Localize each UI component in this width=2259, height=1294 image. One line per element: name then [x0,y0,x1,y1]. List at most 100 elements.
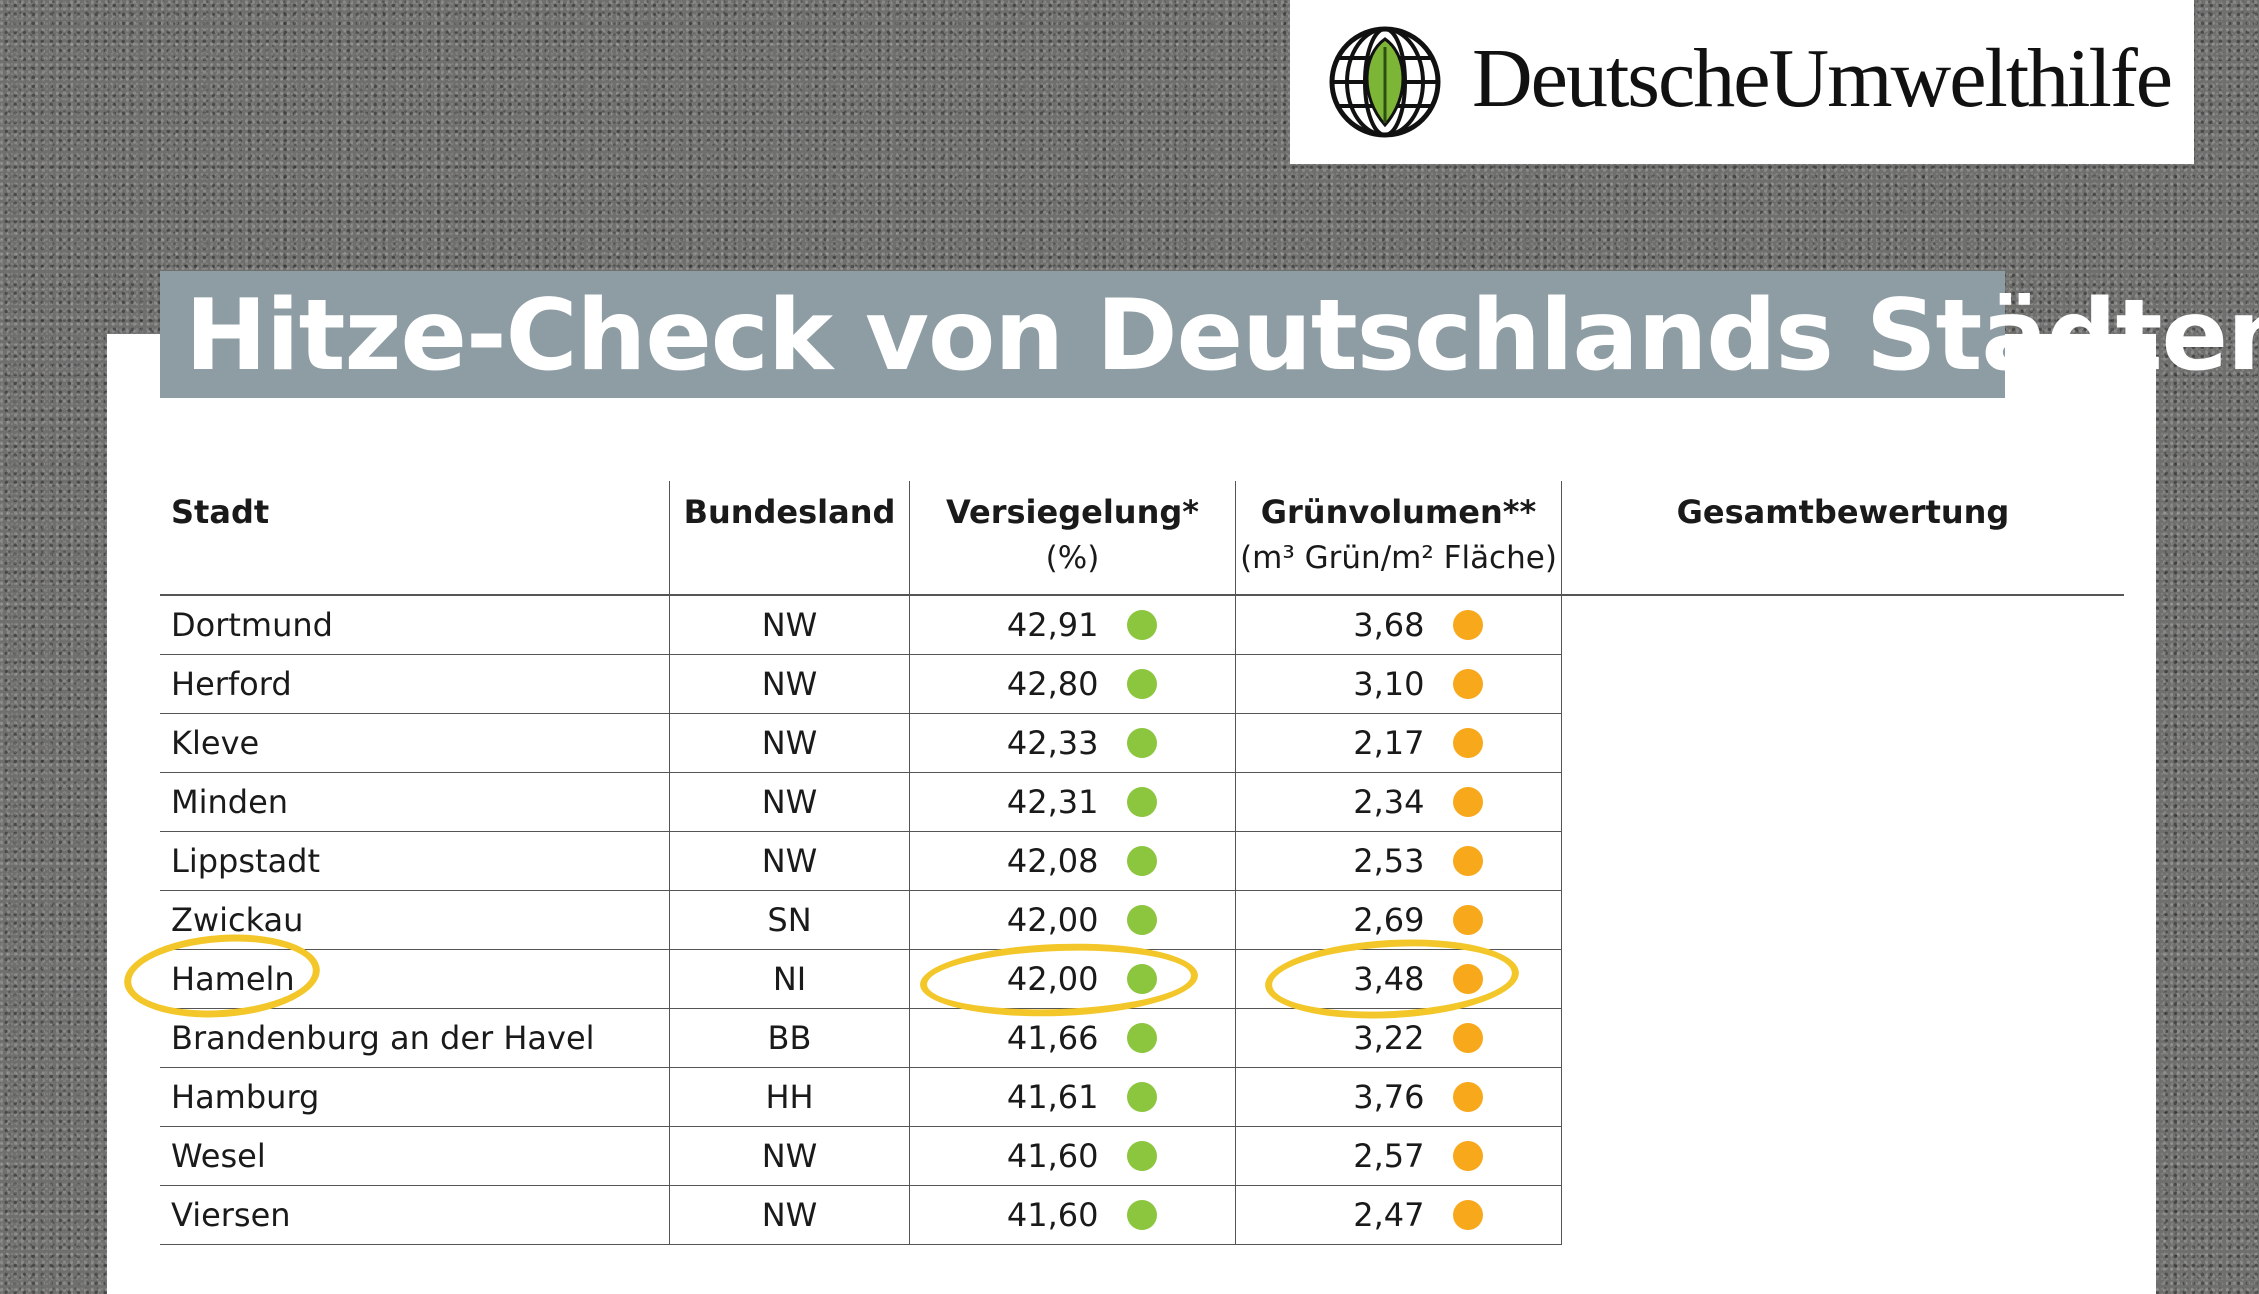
gruenvolumen-value: 3,22 [1353,1019,1425,1057]
versiegelung-value: 41,60 [1006,1137,1099,1175]
cell-stadt: Herford [160,654,670,714]
cell-stadt: Hamburg [160,1067,670,1127]
cell-gruenvolumen: 2,47 [1235,1185,1562,1245]
green-status-dot [1126,1200,1157,1230]
green-status-dot [1126,610,1157,640]
cell-gruenvolumen: 2,17 [1235,713,1562,773]
header-gruenvolumen: Grünvolumen** (m³ Grün/m² Fläche) [1235,481,1562,596]
cell-versiegelung: 42,00 [909,949,1236,1009]
versiegelung-value: 42,91 [1006,606,1099,644]
gruenvolumen-value: 2,57 [1353,1137,1425,1175]
cell-stadt: Hameln [160,949,670,1009]
cell-bundesland: HH [669,1067,910,1127]
cell-versiegelung: 42,31 [909,772,1236,832]
cell-gruenvolumen: 2,57 [1235,1126,1562,1186]
gruenvolumen-value: 2,69 [1353,901,1425,939]
gruenvolumen-value: 2,47 [1353,1196,1425,1234]
header-versiegelung: Versiegelung* (%) [909,481,1236,596]
header-gesamtbewertung: Gesamtbewertung [1561,481,2124,596]
cell-gesamtbewertung [1562,1068,2125,1127]
cell-gruenvolumen: 3,10 [1235,654,1562,714]
gruenvolumen-value: 3,76 [1353,1078,1425,1116]
gruenvolumen-value: 3,10 [1353,665,1425,703]
table-row: Hamburg HH 41,61 3,76 [160,1067,2125,1127]
cell-stadt: Brandenburg an der Havel [160,1008,670,1068]
cell-bundesland: NW [669,713,910,773]
orange-status-dot [1452,846,1483,876]
cell-versiegelung: 41,60 [909,1126,1236,1186]
cell-bundesland: NW [669,772,910,832]
green-status-dot [1126,1082,1157,1112]
cell-gruenvolumen: 2,53 [1235,831,1562,891]
cell-bundesland: NW [669,654,910,714]
title-bar: Hitze-Check von Deutschlands Städten [160,271,2259,398]
orange-status-dot [1452,787,1483,817]
cell-gesamtbewertung [1562,832,2125,891]
heat-check-table: Stadt Bundesland Versiegelung* (%) Grünv… [160,481,2124,1245]
leaf-globe-icon [1329,26,1441,138]
table-row: Hameln NI 42,00 3,48 [160,949,2125,1009]
green-status-dot [1126,905,1157,935]
header-gruenvolumen-unit: (m³ Grün/m² Fläche) [1240,540,1557,576]
versiegelung-value: 41,61 [1006,1078,1099,1116]
cell-versiegelung: 42,80 [909,654,1236,714]
page-title: Hitze-Check von Deutschlands Städten [185,279,2259,393]
cell-gesamtbewertung [1562,595,2125,655]
cell-gruenvolumen: 3,68 [1235,595,1562,655]
cell-bundesland: NW [669,1185,910,1245]
green-status-dot [1126,669,1157,699]
green-status-dot [1126,787,1157,817]
cell-gesamtbewertung [1562,773,2125,832]
table-row: Lippstadt NW 42,08 2,53 [160,831,2125,891]
cell-stadt: Minden [160,772,670,832]
versiegelung-value: 42,00 [1006,960,1099,998]
versiegelung-value: 42,00 [1006,901,1099,939]
cell-gruenvolumen: 2,69 [1235,890,1562,950]
orange-status-dot [1452,610,1483,640]
logo-box: DeutscheUmwelthilfe [1290,0,2194,164]
versiegelung-value: 42,08 [1006,842,1099,880]
cell-stadt: Zwickau [160,890,670,950]
cell-bundesland: BB [669,1008,910,1068]
orange-status-dot [1452,1082,1483,1112]
cell-gruenvolumen: 3,48 [1235,949,1562,1009]
table-row: Dortmund NW 42,91 3,68 [160,595,2124,655]
cell-gesamtbewertung [1562,950,2125,1009]
cell-bundesland: NI [669,949,910,1009]
cell-gesamtbewertung [1562,891,2125,950]
versiegelung-value: 42,80 [1006,665,1099,703]
table-row: Zwickau SN 42,00 2,69 [160,890,2125,950]
versiegelung-value: 42,31 [1006,783,1099,821]
cell-versiegelung: 42,00 [909,890,1236,950]
cell-versiegelung: 41,66 [909,1008,1236,1068]
cell-gesamtbewertung [1562,1009,2125,1068]
logo-wordmark: DeutscheUmwelthilfe [1472,32,2173,125]
cell-bundesland: NW [669,1126,910,1186]
green-status-dot [1126,1023,1157,1053]
cell-stadt: Kleve [160,713,670,773]
cell-versiegelung: 42,08 [909,831,1236,891]
cell-gruenvolumen: 3,76 [1235,1067,1562,1127]
cell-versiegelung: 41,61 [909,1067,1236,1127]
gruenvolumen-value: 2,17 [1353,724,1425,762]
cell-stadt: Wesel [160,1126,670,1186]
cell-versiegelung: 42,33 [909,713,1236,773]
table-row: Brandenburg an der Havel BB 41,66 3,22 [160,1008,2125,1068]
cell-versiegelung: 41,60 [909,1185,1236,1245]
header-stadt: Stadt [160,481,670,596]
cell-gesamtbewertung [1562,714,2125,773]
cell-stadt: Lippstadt [160,831,670,891]
orange-status-dot [1452,1141,1483,1171]
orange-status-dot [1452,905,1483,935]
cell-stadt: Dortmund [160,595,670,655]
orange-status-dot [1452,1023,1483,1053]
cell-bundesland: SN [669,890,910,950]
gruenvolumen-value: 3,68 [1353,606,1425,644]
cell-stadt: Viersen [160,1185,670,1245]
cell-gruenvolumen: 2,34 [1235,772,1562,832]
cell-gesamtbewertung [1562,1186,2125,1245]
cell-versiegelung: 42,91 [909,595,1236,655]
table-row: Herford NW 42,80 3,10 [160,654,2124,714]
green-status-dot [1126,846,1157,876]
gruenvolumen-value: 2,53 [1353,842,1425,880]
